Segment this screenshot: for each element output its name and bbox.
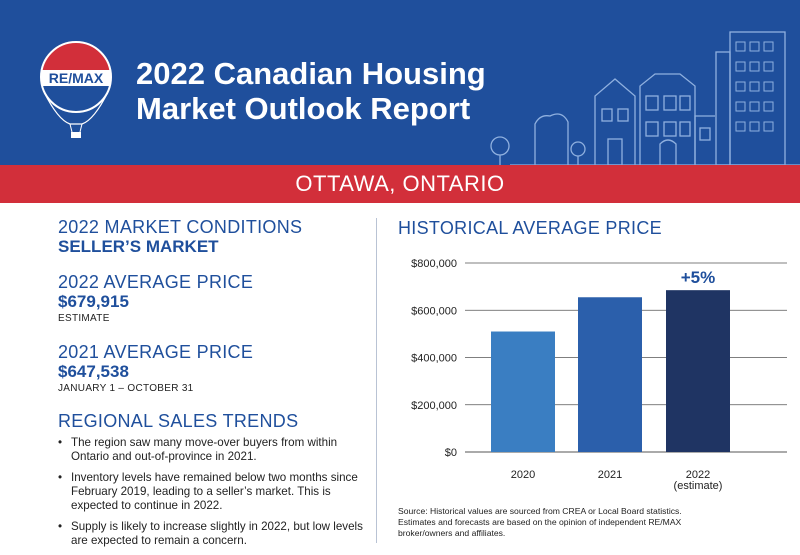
avg-price-2021-block: 2021 AVERAGE PRICE $647,538 JANUARY 1 – … [58, 342, 253, 395]
market-conditions-label: 2022 MARKET CONDITIONS [58, 217, 303, 237]
title-line-1: 2022 Canadian Housing [136, 56, 486, 91]
location-label: OTTAWA, ONTARIO [295, 171, 505, 196]
y-tick-label: $800,000 [411, 258, 457, 270]
page-title: 2022 Canadian Housing Market Outlook Rep… [136, 56, 486, 126]
source-line-1: Source: Historical values are sourced fr… [398, 506, 682, 516]
avg-price-2022-value: $679,915 [58, 292, 129, 311]
bar [491, 331, 555, 452]
avg-price-2021-note: JANUARY 1 – OCTOBER 31 [58, 383, 194, 394]
city-skyline-illustration [490, 31, 800, 165]
avg-price-2021-value: $647,538 [58, 362, 129, 381]
y-tick-label: $200,000 [411, 400, 457, 412]
y-tick-label: $600,000 [411, 305, 457, 317]
source-line-2: Estimates and forecasts are based on the… [398, 517, 682, 527]
bar-annotation: +5% [681, 268, 716, 287]
avg-price-2021-label: 2021 AVERAGE PRICE [58, 342, 254, 362]
avg-price-2022-label: 2022 AVERAGE PRICE [58, 272, 254, 292]
market-conditions-value: SELLER’S MARKET [58, 237, 219, 256]
historical-price-chart: $0 $200,000 $400,000 $600,000 $800,000 2020 20… [411, 258, 787, 492]
column-divider [376, 218, 377, 543]
x-tick-label: 2021 [598, 469, 622, 481]
x-tick-label: 2022 [686, 469, 710, 481]
y-tick-label: $400,000 [411, 353, 457, 365]
remax-balloon-logo: RE/MAX [40, 41, 112, 138]
regional-trends-heading: REGIONAL SALES TRENDS [58, 411, 299, 431]
regional-trends-list: The region saw many move-over buyers fro… [58, 436, 370, 555]
list-item: Supply is likely to increase slightly in… [58, 520, 370, 548]
location-bar: OTTAWA, ONTARIO [0, 165, 800, 203]
market-conditions-block: 2022 MARKET CONDITIONS SELLER’S MARKET [58, 217, 302, 257]
logo-text: RE/MAX [49, 70, 104, 86]
y-tick-label: $0 [445, 447, 457, 459]
x-tick-label: (estimate) [674, 480, 723, 492]
avg-price-2022-block: 2022 AVERAGE PRICE $679,915 ESTIMATE [58, 272, 253, 325]
list-item: Inventory levels have remained below two… [58, 471, 370, 513]
x-tick-label: 2020 [511, 469, 535, 481]
header-banner: RE/MAX 2022 Canadian Housing Market Outl… [0, 0, 800, 165]
title-line-2: Market Outlook Report [136, 91, 471, 126]
source-note: Source: Historical values are sourced fr… [398, 506, 793, 539]
source-line-3: broker/owners and affiliates. [398, 528, 506, 538]
avg-price-2022-note: ESTIMATE [58, 313, 110, 324]
list-item: The region saw many move-over buyers fro… [58, 436, 370, 464]
chart-title: HISTORICAL AVERAGE PRICE [398, 218, 662, 238]
bar [578, 297, 642, 452]
bar [666, 290, 730, 452]
